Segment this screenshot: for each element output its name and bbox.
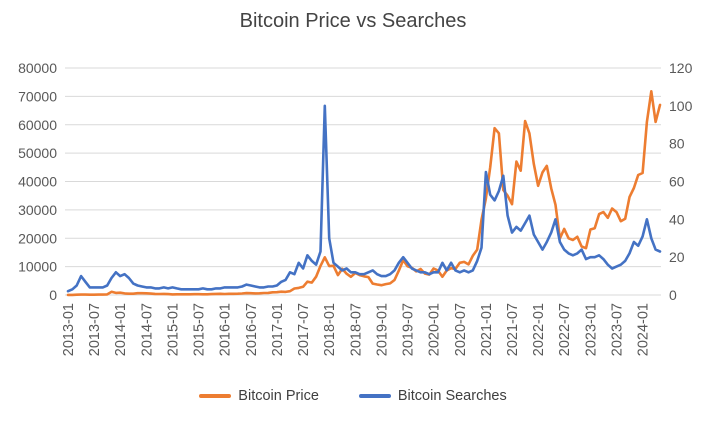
x-axis-tick-label: 2016-01	[218, 303, 234, 356]
right-axis-tick-label: 40	[669, 211, 685, 227]
x-axis-tick-label: 2013-07	[87, 303, 103, 356]
right-axis-tick-label: 60	[669, 174, 685, 190]
searches-line	[66, 104, 662, 293]
left-axis-tick-label: 20000	[18, 230, 57, 246]
left-axis-tick-label: 80000	[18, 60, 57, 76]
legend-item-searches: Bitcoin Searches	[358, 388, 507, 404]
x-axis-tick-label: 2019-07	[401, 303, 417, 356]
x-axis-tick-label: 2024-01	[636, 303, 652, 356]
x-axis-tick-label: 2019-01	[374, 303, 390, 356]
legend: Bitcoin Price Bitcoin Searches	[0, 388, 706, 404]
x-axis-tick-label: 2018-01	[322, 303, 338, 356]
right-axis-tick-label: 120	[669, 60, 693, 76]
left-axis-tick-label: 50000	[18, 145, 57, 161]
x-axis-tick-label: 2022-07	[557, 303, 573, 356]
left-axis-tick-label: 40000	[18, 174, 57, 190]
x-axis-tick-label: 2018-07	[348, 303, 364, 356]
searches-line-swatch	[358, 393, 391, 399]
x-axis-tick-label: 2015-01	[165, 303, 181, 356]
right-axis-tick-label: 20	[669, 249, 685, 265]
price-legend-label: Bitcoin Price	[238, 388, 319, 404]
left-axis-tick-label: 30000	[18, 202, 57, 218]
x-axis-tick-label: 2013-01	[61, 303, 77, 356]
price-line	[66, 90, 662, 297]
left-axis-tick-label: 70000	[18, 88, 57, 104]
x-axis-tick-label: 2023-07	[609, 303, 625, 356]
chart-title: Bitcoin Price vs Searches	[239, 10, 467, 32]
x-axis-tick-label: 2014-01	[113, 303, 129, 356]
price-line-swatch	[199, 393, 232, 399]
right-axis-tick-label: 80	[669, 136, 685, 152]
legend-item-price: Bitcoin Price	[199, 388, 319, 404]
searches-legend-label: Bitcoin Searches	[397, 388, 507, 404]
x-axis-tick-label: 2022-01	[531, 303, 547, 356]
x-axis-tick-label: 2017-01	[270, 303, 286, 356]
x-axis-tick-label: 2016-07	[244, 303, 260, 356]
left-axis-tick-label: 0	[49, 287, 57, 303]
x-axis-tick-label: 2021-01	[479, 303, 495, 356]
x-axis-tick-label: 2020-01	[427, 303, 443, 356]
x-axis-tick-label: 2015-07	[192, 303, 208, 356]
right-axis-tick-label: 0	[669, 287, 677, 303]
right-axis-tick-label: 100	[669, 98, 693, 114]
x-axis-tick-label: 2017-07	[296, 303, 312, 356]
x-axis-tick-label: 2020-07	[453, 303, 469, 356]
x-axis-tick-label: 2021-07	[505, 303, 521, 356]
left-axis-tick-label: 10000	[18, 259, 57, 275]
x-axis-tick-label: 2023-01	[583, 303, 599, 356]
x-axis-tick-label: 2014-07	[139, 303, 155, 356]
left-axis-tick-label: 60000	[18, 117, 57, 133]
